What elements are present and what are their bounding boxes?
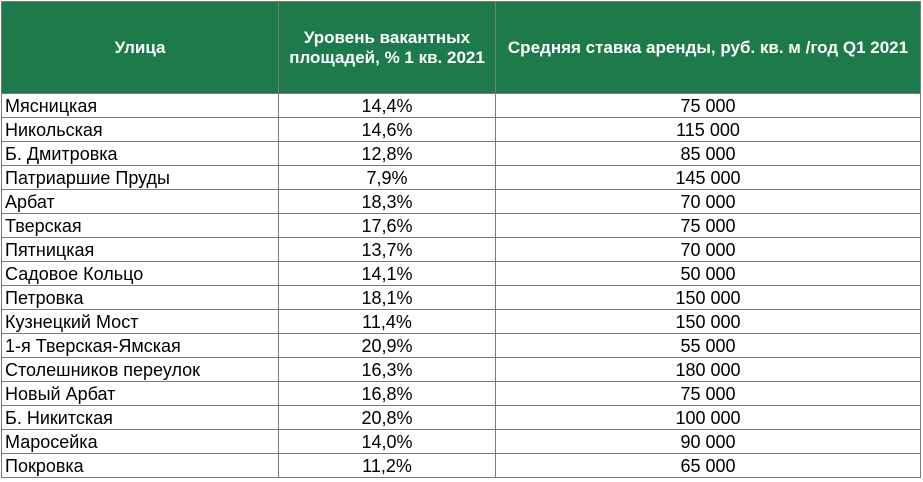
table-row: Маросейка 14,0% 90 000 <box>1 429 921 454</box>
vacancy-cell: 18,1% <box>278 285 496 310</box>
rent-cell: 145 000 <box>495 165 921 190</box>
table-row: Покровка 11,2% 65 000 <box>1 453 921 478</box>
table-row: Тверская 17,6% 75 000 <box>1 213 921 238</box>
vacancy-cell: 11,2% <box>278 453 496 478</box>
rent-cell: 90 000 <box>495 429 921 454</box>
rent-cell: 70 000 <box>495 189 921 214</box>
street-cell: Петровка <box>1 285 279 310</box>
street-cell: Маросейка <box>1 429 279 454</box>
table-row: 1-я Тверская-Ямская 20,9% 55 000 <box>1 333 921 358</box>
vacancy-cell: 12,8% <box>278 141 496 166</box>
rent-cell: 180 000 <box>495 357 921 382</box>
rent-cell: 100 000 <box>495 405 921 430</box>
table-row: Пятницкая 13,7% 70 000 <box>1 237 921 262</box>
vacancy-cell: 18,3% <box>278 189 496 214</box>
table-row: Кузнецкий Мост 11,4% 150 000 <box>1 309 921 334</box>
street-cell: Пятницкая <box>1 237 279 262</box>
table-body: Мясницкая 14,4% 75 000 Никольская 14,6% 115 0… <box>1 93 921 478</box>
street-cell: Покровка <box>1 453 279 478</box>
vacancy-cell: 20,8% <box>278 405 496 430</box>
vacancy-cell: 17,6% <box>278 213 496 238</box>
table-row: Столешников переулок 16,3% 180 000 <box>1 357 921 382</box>
street-cell: Никольская <box>1 117 279 142</box>
table-row: Петровка 18,1% 150 000 <box>1 285 921 310</box>
street-cell: Б. Дмитровка <box>1 141 279 166</box>
rent-cell: 115 000 <box>495 117 921 142</box>
vacancy-cell: 14,6% <box>278 117 496 142</box>
vacancy-cell: 7,9% <box>278 165 496 190</box>
table-row: Б. Никитская 20,8% 100 000 <box>1 405 921 430</box>
header-vacancy: Уровень вакантных площадей, % 1 кв. 2021 <box>278 1 496 94</box>
rent-cell: 150 000 <box>495 285 921 310</box>
rent-cell: 85 000 <box>495 141 921 166</box>
rent-cell: 70 000 <box>495 237 921 262</box>
vacancy-cell: 14,0% <box>278 429 496 454</box>
rent-cell: 65 000 <box>495 453 921 478</box>
header-rent: Средняя ставка аренды, руб. кв. м /год Q… <box>495 1 921 94</box>
header-row: Улица Уровень вакантных площадей, % 1 кв… <box>1 1 921 94</box>
header-street: Улица <box>1 1 279 94</box>
vacancy-cell: 11,4% <box>278 309 496 334</box>
street-cell: Мясницкая <box>1 93 279 118</box>
table-row: Патриаршие Пруды 7,9% 145 000 <box>1 165 921 190</box>
street-cell: Арбат <box>1 189 279 214</box>
vacancy-cell: 14,4% <box>278 93 496 118</box>
rent-cell: 75 000 <box>495 381 921 406</box>
table-row: Садовое Кольцо 14,1% 50 000 <box>1 261 921 286</box>
table-row: Мясницкая 14,4% 75 000 <box>1 93 921 118</box>
street-cell: Патриаршие Пруды <box>1 165 279 190</box>
street-cell: Кузнецкий Мост <box>1 309 279 334</box>
table-row: Б. Дмитровка 12,8% 85 000 <box>1 141 921 166</box>
street-cell: Тверская <box>1 213 279 238</box>
table-row: Арбат 18,3% 70 000 <box>1 189 921 214</box>
vacancy-cell: 13,7% <box>278 237 496 262</box>
street-cell: Садовое Кольцо <box>1 261 279 286</box>
rent-cell: 75 000 <box>495 93 921 118</box>
vacancy-cell: 14,1% <box>278 261 496 286</box>
street-cell: Новый Арбат <box>1 381 279 406</box>
vacancy-cell: 16,8% <box>278 381 496 406</box>
rent-cell: 150 000 <box>495 309 921 334</box>
table-row: Новый Арбат 16,8% 75 000 <box>1 381 921 406</box>
vacancy-cell: 16,3% <box>278 357 496 382</box>
table-header: Улица Уровень вакантных площадей, % 1 кв… <box>1 1 921 94</box>
table-row: Никольская 14,6% 115 000 <box>1 117 921 142</box>
street-cell: Б. Никитская <box>1 405 279 430</box>
rent-cell: 55 000 <box>495 333 921 358</box>
rent-cell: 50 000 <box>495 261 921 286</box>
vacancy-cell: 20,9% <box>278 333 496 358</box>
street-cell: 1-я Тверская-Ямская <box>1 333 279 358</box>
rent-cell: 75 000 <box>495 213 921 238</box>
street-cell: Столешников переулок <box>1 357 279 382</box>
